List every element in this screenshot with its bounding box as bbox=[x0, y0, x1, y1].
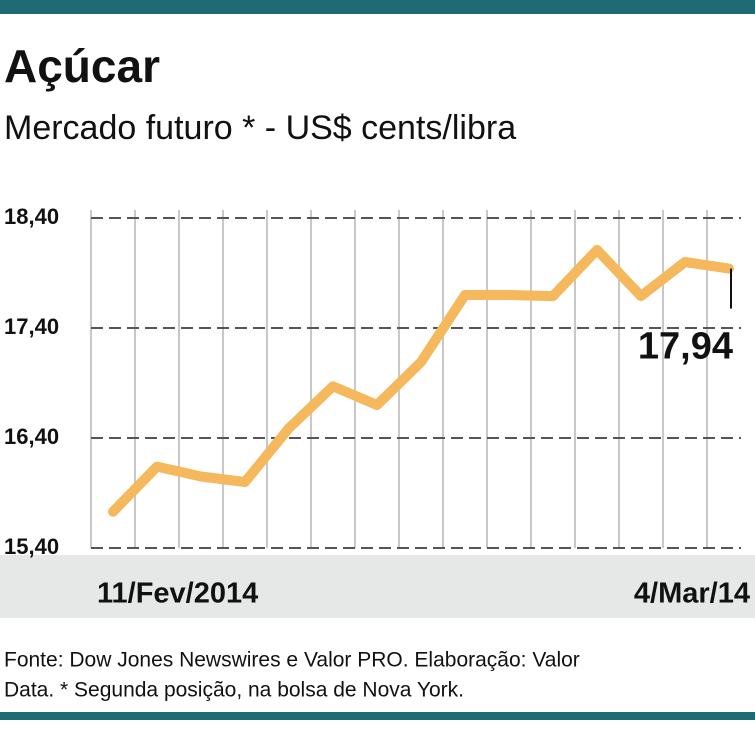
bottom-bar bbox=[0, 712, 755, 720]
source-note: Data. * Segunda posição, na bolsa de Nov… bbox=[4, 679, 464, 702]
y-tick-label: 16,40 bbox=[4, 424, 59, 449]
x-axis-band bbox=[0, 555, 755, 618]
value-label: 17,94 bbox=[638, 326, 733, 368]
y-tick-label: 18,40 bbox=[4, 204, 59, 229]
chart-title: Açúcar bbox=[4, 40, 160, 92]
x-tick-label: 11/Fev/2014 bbox=[97, 578, 258, 610]
source-note: Fonte: Dow Jones Newswires e Valor PRO. … bbox=[4, 649, 580, 672]
top-bar bbox=[0, 0, 755, 14]
y-tick-label: 15,40 bbox=[4, 534, 59, 559]
y-tick-label: 17,40 bbox=[4, 314, 59, 339]
x-tick-label: 4/Mar/14 bbox=[634, 578, 750, 610]
line bbox=[108, 244, 734, 517]
chart-subtitle: Mercado futuro * - US$ cents/libra bbox=[4, 109, 516, 147]
